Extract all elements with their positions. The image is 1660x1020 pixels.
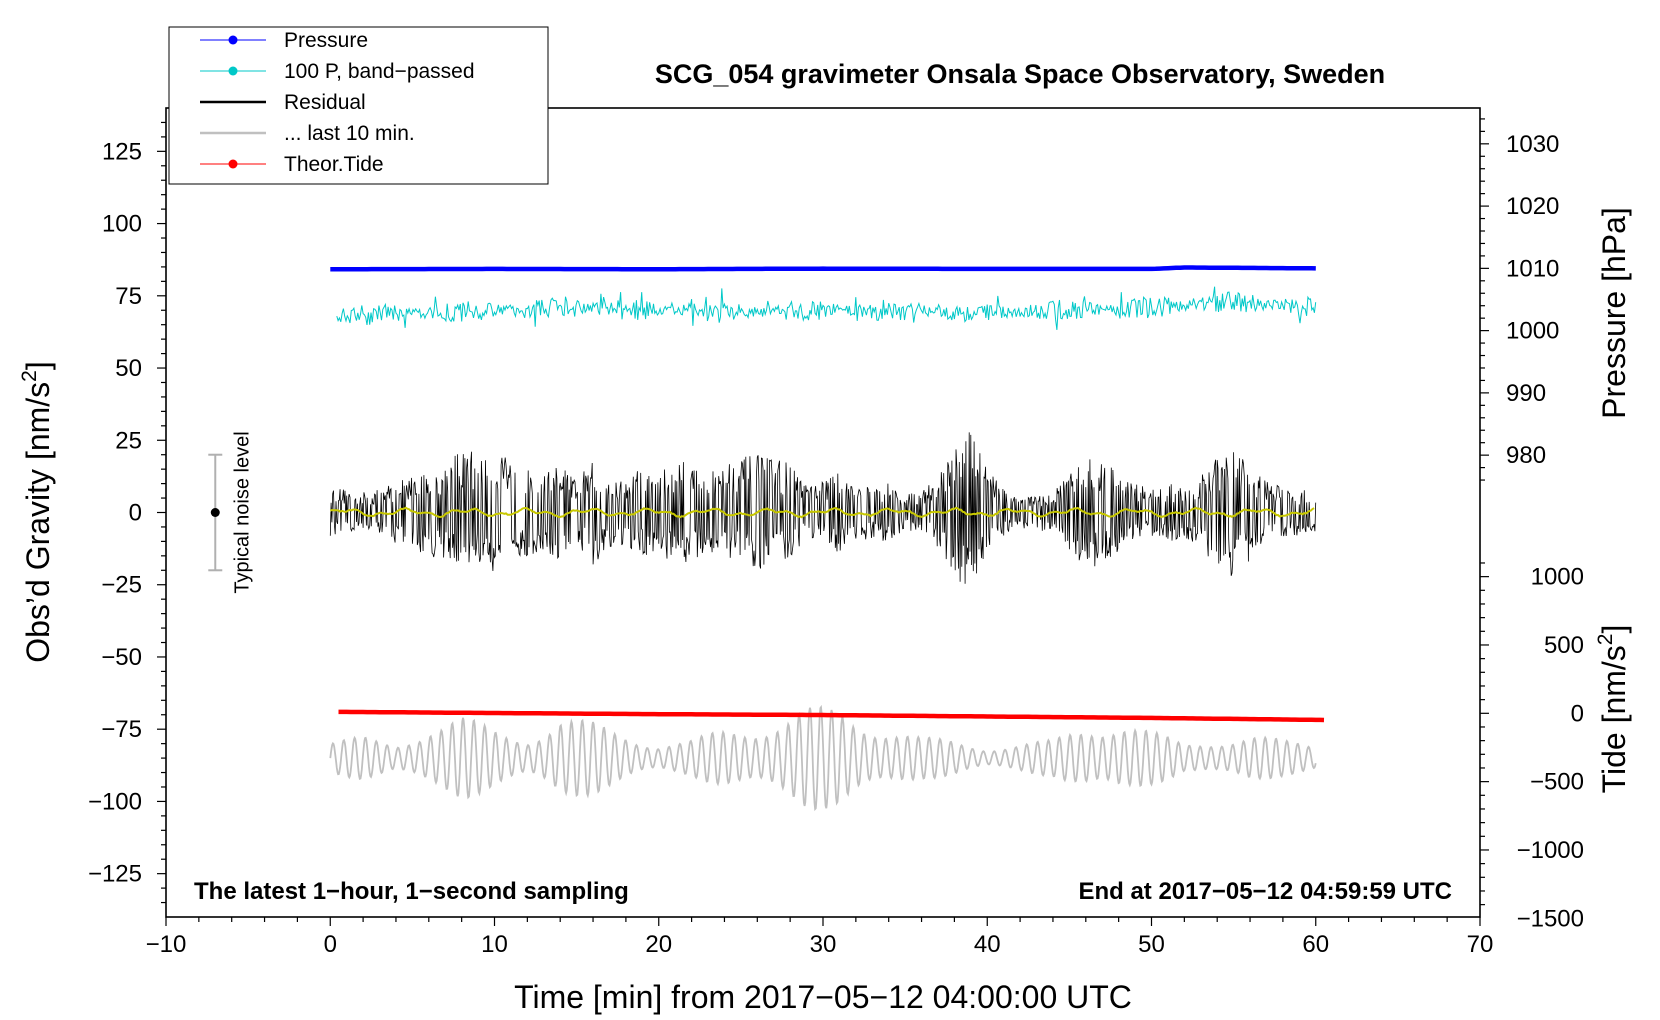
legend-label: 100 P, band−passed — [284, 60, 475, 83]
y-axis-title-gravity-end: ] — [20, 361, 56, 370]
chart-title: SCG_054 gravimeter Onsala Space Observat… — [655, 59, 1385, 89]
y-tick-label: 125 — [102, 138, 142, 165]
series-pressure — [330, 265, 1316, 272]
legend-label: ... last 10 min. — [284, 122, 415, 145]
tide-tick-label: −1500 — [1517, 905, 1584, 932]
legend-marker — [228, 66, 238, 76]
x-tick-label: 0 — [324, 931, 337, 958]
pressure-tick-label: 1020 — [1506, 193, 1559, 220]
y-tick-label: −125 — [88, 861, 142, 888]
y-axis-title-tide: Tide [nm/s2] — [1594, 625, 1632, 794]
y-tick-label: 100 — [102, 211, 142, 238]
annotation-sampling: The latest 1−hour, 1−second sampling — [194, 878, 629, 905]
series-residual-smoothed — [329, 506, 1315, 519]
tide-tick-label: −500 — [1530, 769, 1584, 796]
legend: Pressure 100 P, band−passed Residual ... la… — [168, 26, 549, 185]
pressure-tick-label: 990 — [1506, 380, 1546, 407]
pressure-tick-label: 1000 — [1506, 318, 1559, 345]
legend-label: Pressure — [284, 29, 368, 52]
y-tick-label: −75 — [101, 716, 142, 743]
data-layer — [329, 265, 1325, 812]
y-tick-label: −50 — [101, 644, 142, 671]
y-axis-title-tide-sup: 2 — [1594, 634, 1617, 646]
y-axis-title-gravity-text: Obs’d Gravity [nm/s — [20, 382, 56, 663]
y-tick-label: 25 — [115, 427, 142, 454]
x-tick-label: 70 — [1467, 931, 1494, 958]
noise-bar-label: Typical noise level — [231, 431, 253, 593]
y-tick-label: 75 — [115, 283, 142, 310]
x-tick-label: 10 — [481, 931, 508, 958]
series-band-passed-pressure — [336, 286, 1317, 330]
y-tick-label: −25 — [101, 572, 142, 599]
y-tick-label: 0 — [129, 500, 142, 527]
x-tick-label: 60 — [1302, 931, 1329, 958]
y-axis-title-gravity: Obs’d Gravity [nm/s2] — [18, 361, 56, 663]
x-tick-label: 30 — [810, 931, 837, 958]
legend-box — [168, 26, 549, 185]
series-residual — [329, 432, 1317, 584]
legend-label: Residual — [284, 91, 366, 114]
x-tick-label: 50 — [1138, 931, 1165, 958]
x-axis: −10 0 10 20 30 40 50 60 70 — [146, 917, 1494, 958]
pressure-tick-label: 1010 — [1506, 255, 1559, 282]
legend-label: Theor.Tide — [284, 153, 384, 176]
legend-marker — [228, 159, 238, 169]
series-last-10-min — [329, 704, 1317, 812]
y-axis-tide: 1000 500 0 −500 −1000 −1500 — [1480, 562, 1584, 932]
y-axis-title-pressure: Pressure [hPa] — [1596, 207, 1632, 419]
legend-marker — [228, 35, 238, 45]
x-tick-label: 20 — [645, 931, 672, 958]
x-tick-label: −10 — [146, 931, 187, 958]
tide-tick-label: −1000 — [1517, 837, 1584, 864]
tide-tick-label: 1000 — [1531, 564, 1584, 591]
y-axis-gravity: 125 100 75 50 25 0 −25 −50 −75 −100 −125 — [88, 121, 166, 904]
y-axis-title-tide-end: ] — [1596, 625, 1632, 634]
y-axis-title-tide-text: Tide [nm/s — [1596, 645, 1632, 793]
x-tick-label: 40 — [974, 931, 1001, 958]
pressure-tick-label: 980 — [1506, 442, 1546, 469]
x-axis-title: Time [min] from 2017−05−12 04:00:00 UTC — [514, 979, 1132, 1015]
y-tick-label: −100 — [88, 788, 142, 815]
noise-bar-center-dot — [210, 508, 220, 517]
y-axis-pressure: 1030 1020 1010 1000 990 980 — [1480, 118, 1559, 481]
y-axis-title-gravity-sup: 2 — [18, 370, 41, 382]
annotation-end-time: End at 2017−05−12 04:59:59 UTC — [1078, 878, 1452, 905]
noise-level-indicator: Typical noise level — [208, 431, 253, 594]
pressure-tick-label: 1030 — [1506, 131, 1559, 158]
tide-tick-label: 0 — [1571, 700, 1584, 727]
y-tick-label: 50 — [115, 355, 142, 382]
tide-tick-label: 500 — [1544, 632, 1584, 659]
series-theor-tide — [338, 709, 1325, 723]
